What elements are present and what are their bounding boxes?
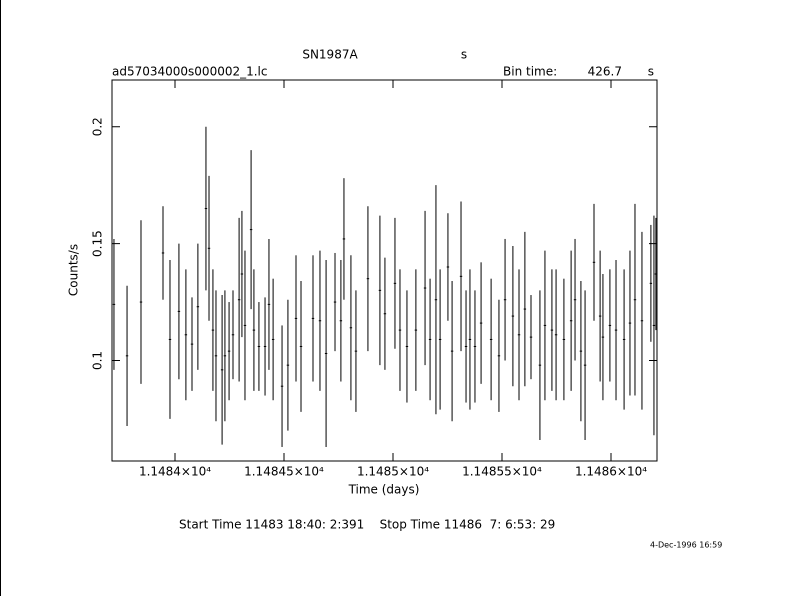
x-tick-label: 1.14855×10⁴ — [462, 465, 542, 479]
bin-time-unit: s — [648, 65, 654, 79]
x-tick-label: 1.1486×10⁴ — [575, 465, 647, 479]
file-name: ad57034000s000002_1.lc — [112, 65, 268, 79]
bin-time: 426.7 — [588, 65, 622, 79]
x-tick-label: 1.14845×10⁴ — [244, 465, 324, 479]
y-tick-label: 0.2 — [91, 117, 105, 136]
plot-frame — [111, 79, 658, 462]
y-tick-label: 0.1 — [91, 351, 105, 370]
timestamp: 4-Dec-1996 16:59 — [650, 541, 722, 550]
x-tick-label: 1.1485×10⁴ — [357, 465, 429, 479]
y-axis-label: Counts/s — [67, 244, 81, 296]
x-tick-label: 1.1484×10⁴ — [139, 465, 211, 479]
bin-time-label: Bin time: — [503, 65, 557, 79]
chart-title: SN1987A — [302, 48, 358, 62]
title-unit: s — [461, 48, 467, 62]
footer: Start Time 11483 18:40: 2:391 Stop Time … — [179, 518, 555, 532]
x-axis-label: Time (days) — [348, 483, 420, 497]
y-tick-label: 0.15 — [91, 230, 105, 257]
